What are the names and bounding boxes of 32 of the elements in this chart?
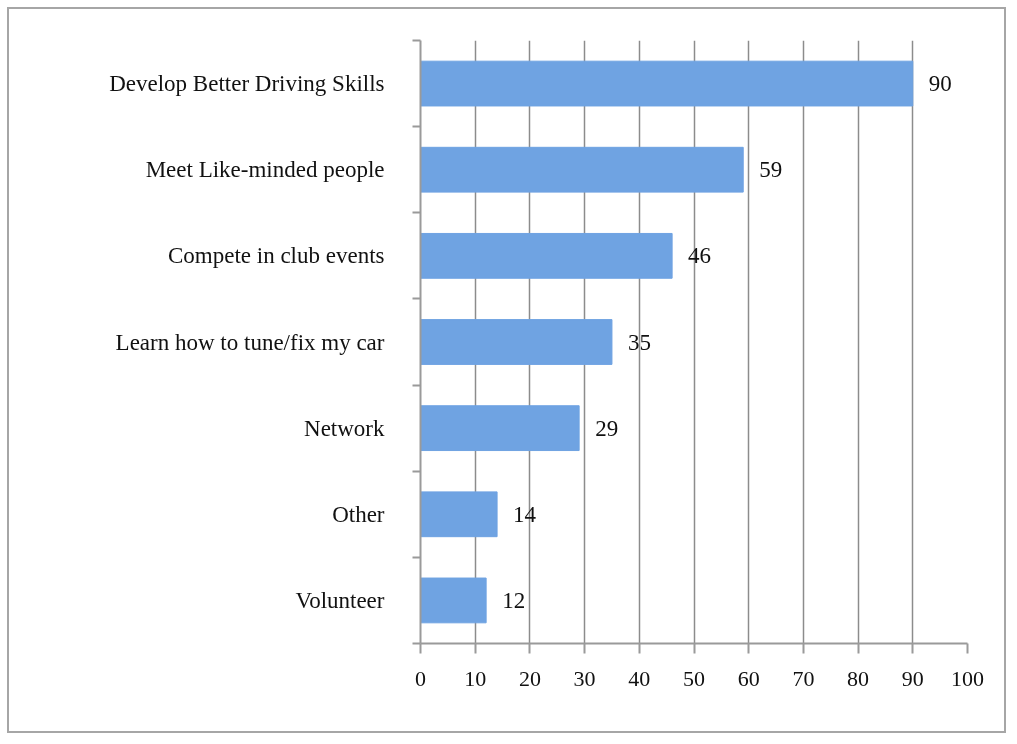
- x-tick-label: 50: [683, 665, 705, 691]
- y-tick-label: Compete in club events: [167, 243, 385, 269]
- x-tick-label: 10: [464, 665, 487, 691]
- data-label: 12: [502, 587, 526, 613]
- x-tick-label: 30: [573, 665, 596, 691]
- x-tick-label: 80: [847, 665, 870, 691]
- bar: [420, 232, 673, 279]
- data-label: 59: [759, 157, 783, 183]
- bar: [420, 405, 580, 452]
- x-tick-label: 90: [901, 665, 924, 691]
- y-tick-label: Other: [332, 501, 385, 527]
- x-tick-label: 70: [792, 665, 815, 691]
- x-tick-label: 0: [415, 665, 426, 691]
- data-label: 14: [513, 501, 537, 527]
- y-tick-label: Network: [304, 415, 385, 441]
- bar: [420, 577, 487, 624]
- y-tick-label: Meet Like-minded people: [145, 157, 385, 183]
- data-label: 46: [688, 243, 712, 269]
- data-label: 35: [627, 329, 651, 355]
- data-label: 29: [595, 415, 619, 441]
- y-tick-label: Develop Better Driving Skills: [109, 71, 385, 97]
- x-tick-label: 40: [628, 665, 651, 691]
- bar: [420, 319, 613, 365]
- bar: [420, 491, 498, 538]
- bar: [420, 146, 744, 193]
- x-tick-label: 60: [737, 665, 760, 691]
- bar: [420, 60, 914, 107]
- y-tick-label: Volunteer: [295, 587, 385, 613]
- data-label: 90: [928, 71, 952, 97]
- x-tick-label: 20: [518, 665, 541, 691]
- y-tick-label: Learn how to tune/fix my car: [115, 329, 385, 355]
- x-tick-label: 100: [951, 665, 984, 691]
